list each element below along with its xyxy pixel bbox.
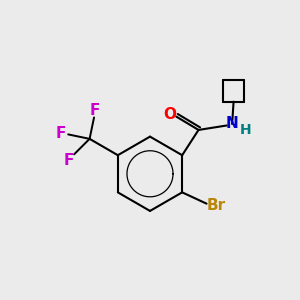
Text: Br: Br [206,198,226,213]
Text: F: F [89,103,100,118]
Text: F: F [64,153,74,168]
Text: O: O [163,107,176,122]
Text: H: H [239,123,251,137]
Text: N: N [226,116,238,131]
Text: F: F [56,126,66,141]
